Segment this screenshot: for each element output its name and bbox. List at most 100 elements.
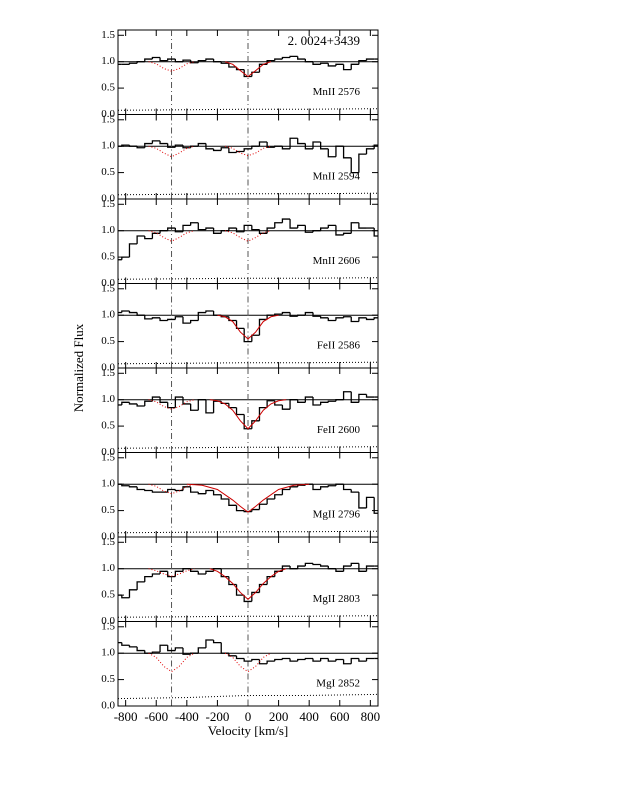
flux-step [297, 658, 306, 662]
flux-step [335, 145, 344, 157]
flux-step [174, 144, 183, 148]
flux-step [189, 568, 199, 572]
flux-step [159, 570, 168, 574]
flux-step [205, 399, 214, 414]
flux-step [174, 316, 183, 320]
flux-step [136, 486, 145, 491]
flux-step [228, 498, 237, 506]
flux-step [228, 63, 237, 68]
flux-step [373, 497, 378, 514]
fit-curve [209, 399, 287, 430]
flux-step [136, 312, 145, 316]
flux-step [350, 657, 359, 664]
flux-step [121, 484, 130, 487]
flux-step [342, 484, 352, 491]
flux-step [136, 61, 145, 64]
flux-step [274, 313, 283, 316]
flux-step [243, 328, 252, 343]
flux-step [258, 141, 268, 147]
flux-step [144, 575, 153, 582]
flux-step [297, 224, 306, 229]
flux-step [128, 62, 138, 65]
flux-step [159, 644, 168, 653]
flux-step [220, 568, 229, 578]
flux-step [182, 397, 191, 405]
flux-step [128, 485, 138, 488]
flux-step [197, 571, 206, 575]
flux-step [121, 310, 130, 313]
dotted-curve [117, 277, 379, 280]
flux-step [128, 145, 138, 147]
flux-step [365, 657, 375, 662]
x-tick-label: 800 [361, 709, 381, 724]
dotted-curve [148, 230, 195, 242]
flux-step [350, 316, 359, 323]
flux-step [281, 311, 291, 315]
dotted-curve [148, 61, 195, 72]
fit-curve [209, 568, 287, 600]
flux-step [128, 310, 138, 314]
flux-step [289, 312, 298, 317]
fit-curve [224, 61, 272, 78]
flux-step [151, 490, 161, 493]
flux-step [258, 406, 268, 421]
flux-step [373, 228, 378, 237]
flux-step [197, 59, 206, 63]
flux-step [151, 651, 161, 654]
flux-step [159, 230, 168, 234]
flux-step [251, 591, 260, 602]
y-tick-label: 0.5 [101, 335, 115, 347]
y-tick-label: 1.5 [101, 536, 115, 548]
flux-step [205, 310, 214, 313]
flux-step [258, 659, 268, 665]
flux-step [266, 227, 275, 234]
flux-step [312, 658, 321, 662]
x-tick-label: -600 [144, 709, 168, 724]
flux-step [319, 564, 329, 567]
flux-step [151, 140, 161, 144]
dotted-curve [224, 230, 272, 242]
flux-step [327, 566, 336, 570]
y-axis-label: Normalized Flux [71, 323, 86, 412]
flux-step [350, 222, 359, 234]
flux-step [235, 505, 245, 512]
flux-step [174, 396, 183, 408]
flux-step [289, 486, 298, 490]
flux-step [228, 403, 237, 409]
dotted-curve [148, 483, 195, 495]
flux-step [304, 396, 313, 403]
flux-step [312, 312, 321, 317]
flux-step [281, 404, 291, 410]
y-tick-label: 0.0 [101, 108, 115, 120]
x-tick-label: -200 [205, 709, 229, 724]
flux-step [342, 64, 352, 71]
flux-step [251, 508, 260, 512]
flux-step [335, 658, 344, 662]
flux-step [258, 63, 268, 73]
flux-step [235, 407, 245, 416]
flux-step [266, 400, 275, 408]
flux-step [365, 58, 375, 61]
y-tick-label: 0.5 [101, 82, 115, 94]
flux-step [350, 63, 359, 70]
flux-step [335, 225, 344, 236]
y-tick-label: 1.5 [101, 198, 115, 210]
flux-step [274, 570, 283, 577]
y-tick-label: 1.5 [101, 29, 115, 41]
flux-step [128, 402, 138, 405]
flux-step [228, 316, 237, 322]
flux-step [197, 492, 206, 495]
y-tick-label: 0.0 [101, 362, 115, 374]
x-tick-label: -800 [114, 709, 138, 724]
flux-step [220, 147, 229, 151]
flux-step [251, 658, 260, 662]
flux-step [174, 647, 183, 651]
y-tick-label: 1.0 [101, 562, 115, 574]
flux-step [312, 397, 321, 406]
y-tick-label: 1.0 [101, 55, 115, 67]
flux-step [251, 420, 260, 429]
flux-step [297, 484, 306, 487]
flux-step [174, 228, 183, 233]
line-label: MnII 2606 [313, 255, 361, 267]
flux-step [182, 224, 191, 232]
